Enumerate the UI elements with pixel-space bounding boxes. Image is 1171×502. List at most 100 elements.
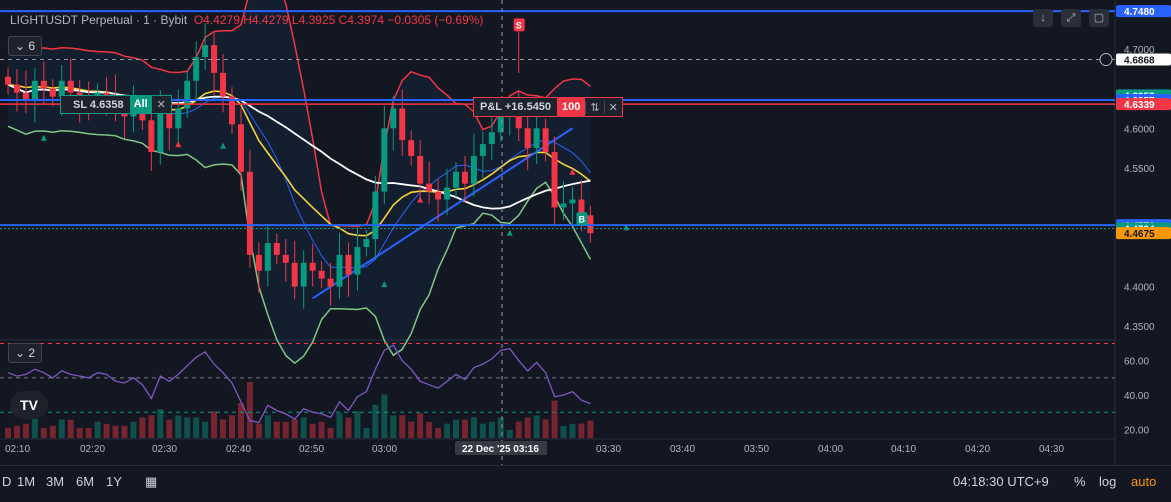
candle-body	[515, 112, 522, 129]
buy-marker	[576, 212, 588, 226]
symbol-header: LIGHTUSDT Perpetual · 1 · Bybit O4.4279 …	[10, 13, 483, 27]
candle-body	[560, 203, 567, 208]
rsi-tick-label: 20.00	[1124, 425, 1149, 436]
utc-clock[interactable]: 04:18:30 UTC+9	[953, 474, 1049, 489]
candle-body	[157, 112, 164, 153]
volume-bar	[220, 419, 227, 438]
candle-body	[327, 278, 334, 287]
volume-bar	[560, 425, 567, 438]
price-label-bg	[1116, 5, 1171, 18]
volume-bar	[175, 415, 182, 438]
candle-body	[354, 246, 361, 275]
stop-loss-all-button[interactable]: All	[129, 96, 152, 113]
price-label-bg	[1116, 53, 1171, 66]
time-axis-label: 02:10	[5, 444, 30, 455]
candle-body	[435, 191, 442, 200]
signal-triangle	[623, 224, 630, 231]
volume-bar	[372, 404, 379, 438]
sell-marker	[513, 18, 525, 32]
range-3m[interactable]: 3M	[46, 474, 65, 489]
volume-bar	[569, 423, 576, 438]
candle-body	[184, 80, 191, 109]
time-axis-label: 04:10	[891, 444, 916, 455]
close-icon[interactable]: ✕	[603, 100, 622, 114]
auto-toggle[interactable]: auto	[1131, 474, 1157, 489]
volume-bar	[193, 417, 200, 438]
candle-body	[67, 80, 74, 93]
candle-body	[390, 108, 397, 129]
candle-body	[211, 45, 218, 73]
tradingview-logo[interactable]: TV	[10, 391, 48, 419]
time-axis-label: 04:30	[1039, 444, 1064, 455]
candle-body	[569, 199, 576, 204]
volume-bar	[354, 411, 361, 438]
candle-body	[417, 155, 424, 184]
position-pnl[interactable]: P&L +16.5450 100 ⇅ ✕	[473, 97, 623, 117]
candle-body	[148, 120, 155, 153]
volume-bar	[506, 429, 513, 438]
volume-bar	[148, 415, 155, 438]
window-icon[interactable]: ▢	[1089, 9, 1109, 27]
signal-triangle	[381, 281, 388, 288]
close-icon[interactable]: ✕	[156, 99, 166, 111]
volume-bar	[327, 427, 334, 438]
bollinger-upper-line	[7, 0, 591, 228]
range-6m[interactable]: 6M	[76, 474, 95, 489]
candle-body	[524, 128, 531, 149]
chevron-down-icon: ⌄	[15, 39, 26, 53]
price-axis-label: 4.7480	[1124, 7, 1155, 18]
volume-bar	[229, 415, 235, 438]
volume-bar	[408, 421, 415, 438]
log-toggle[interactable]: log	[1099, 474, 1117, 489]
price-axis-label: 4.3500	[1124, 322, 1155, 333]
volume-bar	[103, 423, 110, 438]
volume-bar	[453, 419, 459, 438]
candle-body	[479, 144, 486, 156]
reverse-arrows-icon[interactable]: ⇅	[585, 100, 603, 114]
price-label-bg	[1116, 227, 1171, 240]
volume-bar	[5, 427, 11, 438]
candle-body	[237, 124, 244, 172]
stop-loss-order[interactable]: SL 4.6358 All ✕	[60, 95, 172, 114]
volume-bar	[49, 425, 56, 438]
rsi-tick-label: 60.00	[1124, 357, 1149, 368]
candle-body	[31, 80, 38, 101]
candle-body	[246, 171, 253, 255]
signal-triangle	[40, 134, 47, 141]
volume-bar	[282, 421, 289, 438]
volume-bar	[58, 419, 65, 438]
candle-body	[175, 108, 182, 129]
arrow-down-icon[interactable]: ↓	[1033, 9, 1053, 27]
time-axis-label: 03:00	[372, 444, 397, 455]
candle-body	[22, 92, 29, 101]
osc-legend-toggle[interactable]: ⌄ 2	[8, 343, 43, 363]
range-1m[interactable]: 1M	[17, 474, 36, 489]
volume-bar	[22, 423, 29, 438]
candle-body	[551, 152, 558, 208]
volume-bar	[246, 381, 253, 438]
volume-bar	[112, 425, 119, 438]
volume-bar	[309, 423, 316, 438]
range-1y[interactable]: 1Y	[106, 474, 122, 489]
candle-body	[363, 239, 370, 247]
candle-body	[399, 108, 406, 141]
percent-toggle[interactable]: %	[1074, 474, 1086, 489]
calendar-range-icon[interactable]: ▦	[145, 474, 158, 489]
volume-bar	[390, 415, 397, 438]
volume-bar	[13, 425, 20, 438]
volume-bar	[67, 419, 74, 438]
candle-body	[426, 183, 433, 192]
range-d[interactable]: D	[2, 474, 12, 489]
volume-bar	[381, 394, 388, 438]
candle-body	[488, 132, 495, 145]
volume-bar	[551, 400, 558, 438]
volume-bar	[31, 415, 38, 438]
main-legend-toggle[interactable]: ⌄ 6	[8, 36, 43, 56]
osc-legend-count: 2	[28, 346, 36, 360]
volume-bar	[542, 419, 549, 438]
symbol-title[interactable]: LIGHTUSDT Perpetual · 1 · Bybit	[10, 13, 188, 27]
fullscreen-icon[interactable]: ⤢	[1061, 9, 1081, 27]
volume-bar	[85, 427, 92, 438]
